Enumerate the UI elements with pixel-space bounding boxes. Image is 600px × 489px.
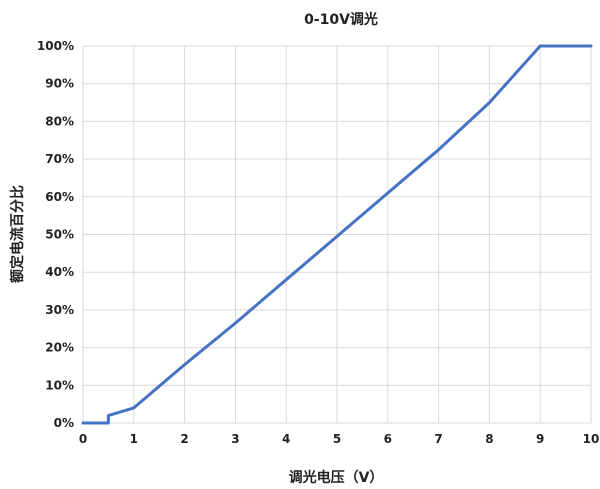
x-tick-label: 5 [333, 432, 341, 446]
x-tick-label: 3 [231, 432, 239, 446]
y-tick-label: 10% [45, 378, 74, 392]
x-axis-ticks: 0 1 2 3 4 5 6 7 8 9 10 [79, 432, 600, 446]
x-tick-label: 2 [180, 432, 188, 446]
y-tick-label: 20% [45, 341, 74, 355]
x-tick-label: 0 [79, 432, 87, 446]
y-axis-ticks: 0% 10% 20% 30% 40% 50% 60% 70% 80% 90% 100% [37, 39, 74, 430]
y-tick-label: 60% [45, 190, 74, 204]
x-axis-label: 调光电压（V） [289, 469, 384, 486]
series-layer [81, 44, 593, 425]
x-tick-label: 4 [282, 432, 290, 446]
chart-title: 0-10V调光 [304, 11, 378, 28]
y-tick-label: 30% [45, 303, 74, 317]
y-tick-label: 40% [45, 265, 74, 279]
x-tick-label: 7 [434, 432, 442, 446]
x-tick-label: 6 [384, 432, 392, 446]
x-tick-label: 9 [536, 432, 544, 446]
y-tick-label: 80% [45, 114, 74, 128]
x-tick-label: 1 [130, 432, 138, 446]
y-tick-label: 100% [37, 39, 74, 53]
x-tick-label: 10 [583, 432, 600, 446]
series-line [81, 44, 593, 425]
y-tick-label: 70% [45, 152, 74, 166]
y-axis-label: 额定电流百分比 [9, 185, 26, 283]
y-tick-label: 50% [45, 228, 74, 242]
y-tick-label: 0% [54, 416, 74, 430]
y-tick-label: 90% [45, 77, 74, 91]
x-tick-label: 8 [485, 432, 493, 446]
